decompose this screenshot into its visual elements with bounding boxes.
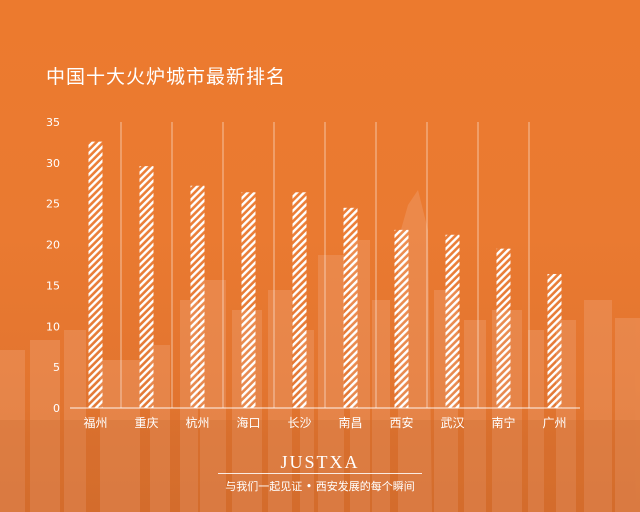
y-axis: 0 5 10 15 20 25 30 35 <box>46 116 60 415</box>
x-tick-label: 西安 <box>389 415 413 430</box>
footer-divider <box>218 473 422 474</box>
y-tick-label: 15 <box>46 279 60 292</box>
y-tick-label: 10 <box>46 320 60 333</box>
x-tick-label: 杭州 <box>185 415 209 430</box>
x-tick-label: 武汉 <box>440 416 464 430</box>
bar-广州 <box>547 273 562 408</box>
x-tick-label: 广州 <box>542 416 566 430</box>
footer-brand: JUSTXA <box>280 452 360 472</box>
y-tick-label: 5 <box>53 361 60 374</box>
bar-长沙 <box>292 192 307 408</box>
y-tick-label: 0 <box>53 402 60 415</box>
bar-海口 <box>241 192 256 408</box>
bar-福州 <box>88 141 103 408</box>
x-axis: 福州 重庆 杭州 海口 长沙 南昌 西安 武汉 南宁 广州 <box>83 415 566 430</box>
category-separators <box>120 122 530 408</box>
bar-杭州 <box>190 185 205 408</box>
bar-南宁 <box>496 248 511 408</box>
x-tick-label: 南宁 <box>491 415 515 430</box>
x-tick-label: 长沙 <box>287 416 311 430</box>
x-tick-label: 南昌 <box>338 415 362 430</box>
footer-slogan: 与我们一起见证 • 西安发展的每个瞬间 <box>225 480 415 493</box>
y-tick-label: 25 <box>46 198 60 211</box>
bar-西安 <box>394 229 409 408</box>
x-tick-label: 重庆 <box>134 416 158 430</box>
bar-重庆 <box>139 166 154 408</box>
chart-title: 中国十大火炉城市最新排名 <box>46 66 287 88</box>
y-tick-label: 20 <box>46 239 60 252</box>
x-tick-label: 海口 <box>236 415 260 430</box>
bar-南昌 <box>343 207 358 408</box>
bar-武汉 <box>445 234 460 408</box>
x-tick-label: 福州 <box>83 415 107 430</box>
bar-series <box>88 141 562 408</box>
y-tick-label: 35 <box>46 116 60 129</box>
y-tick-label: 30 <box>46 157 60 170</box>
